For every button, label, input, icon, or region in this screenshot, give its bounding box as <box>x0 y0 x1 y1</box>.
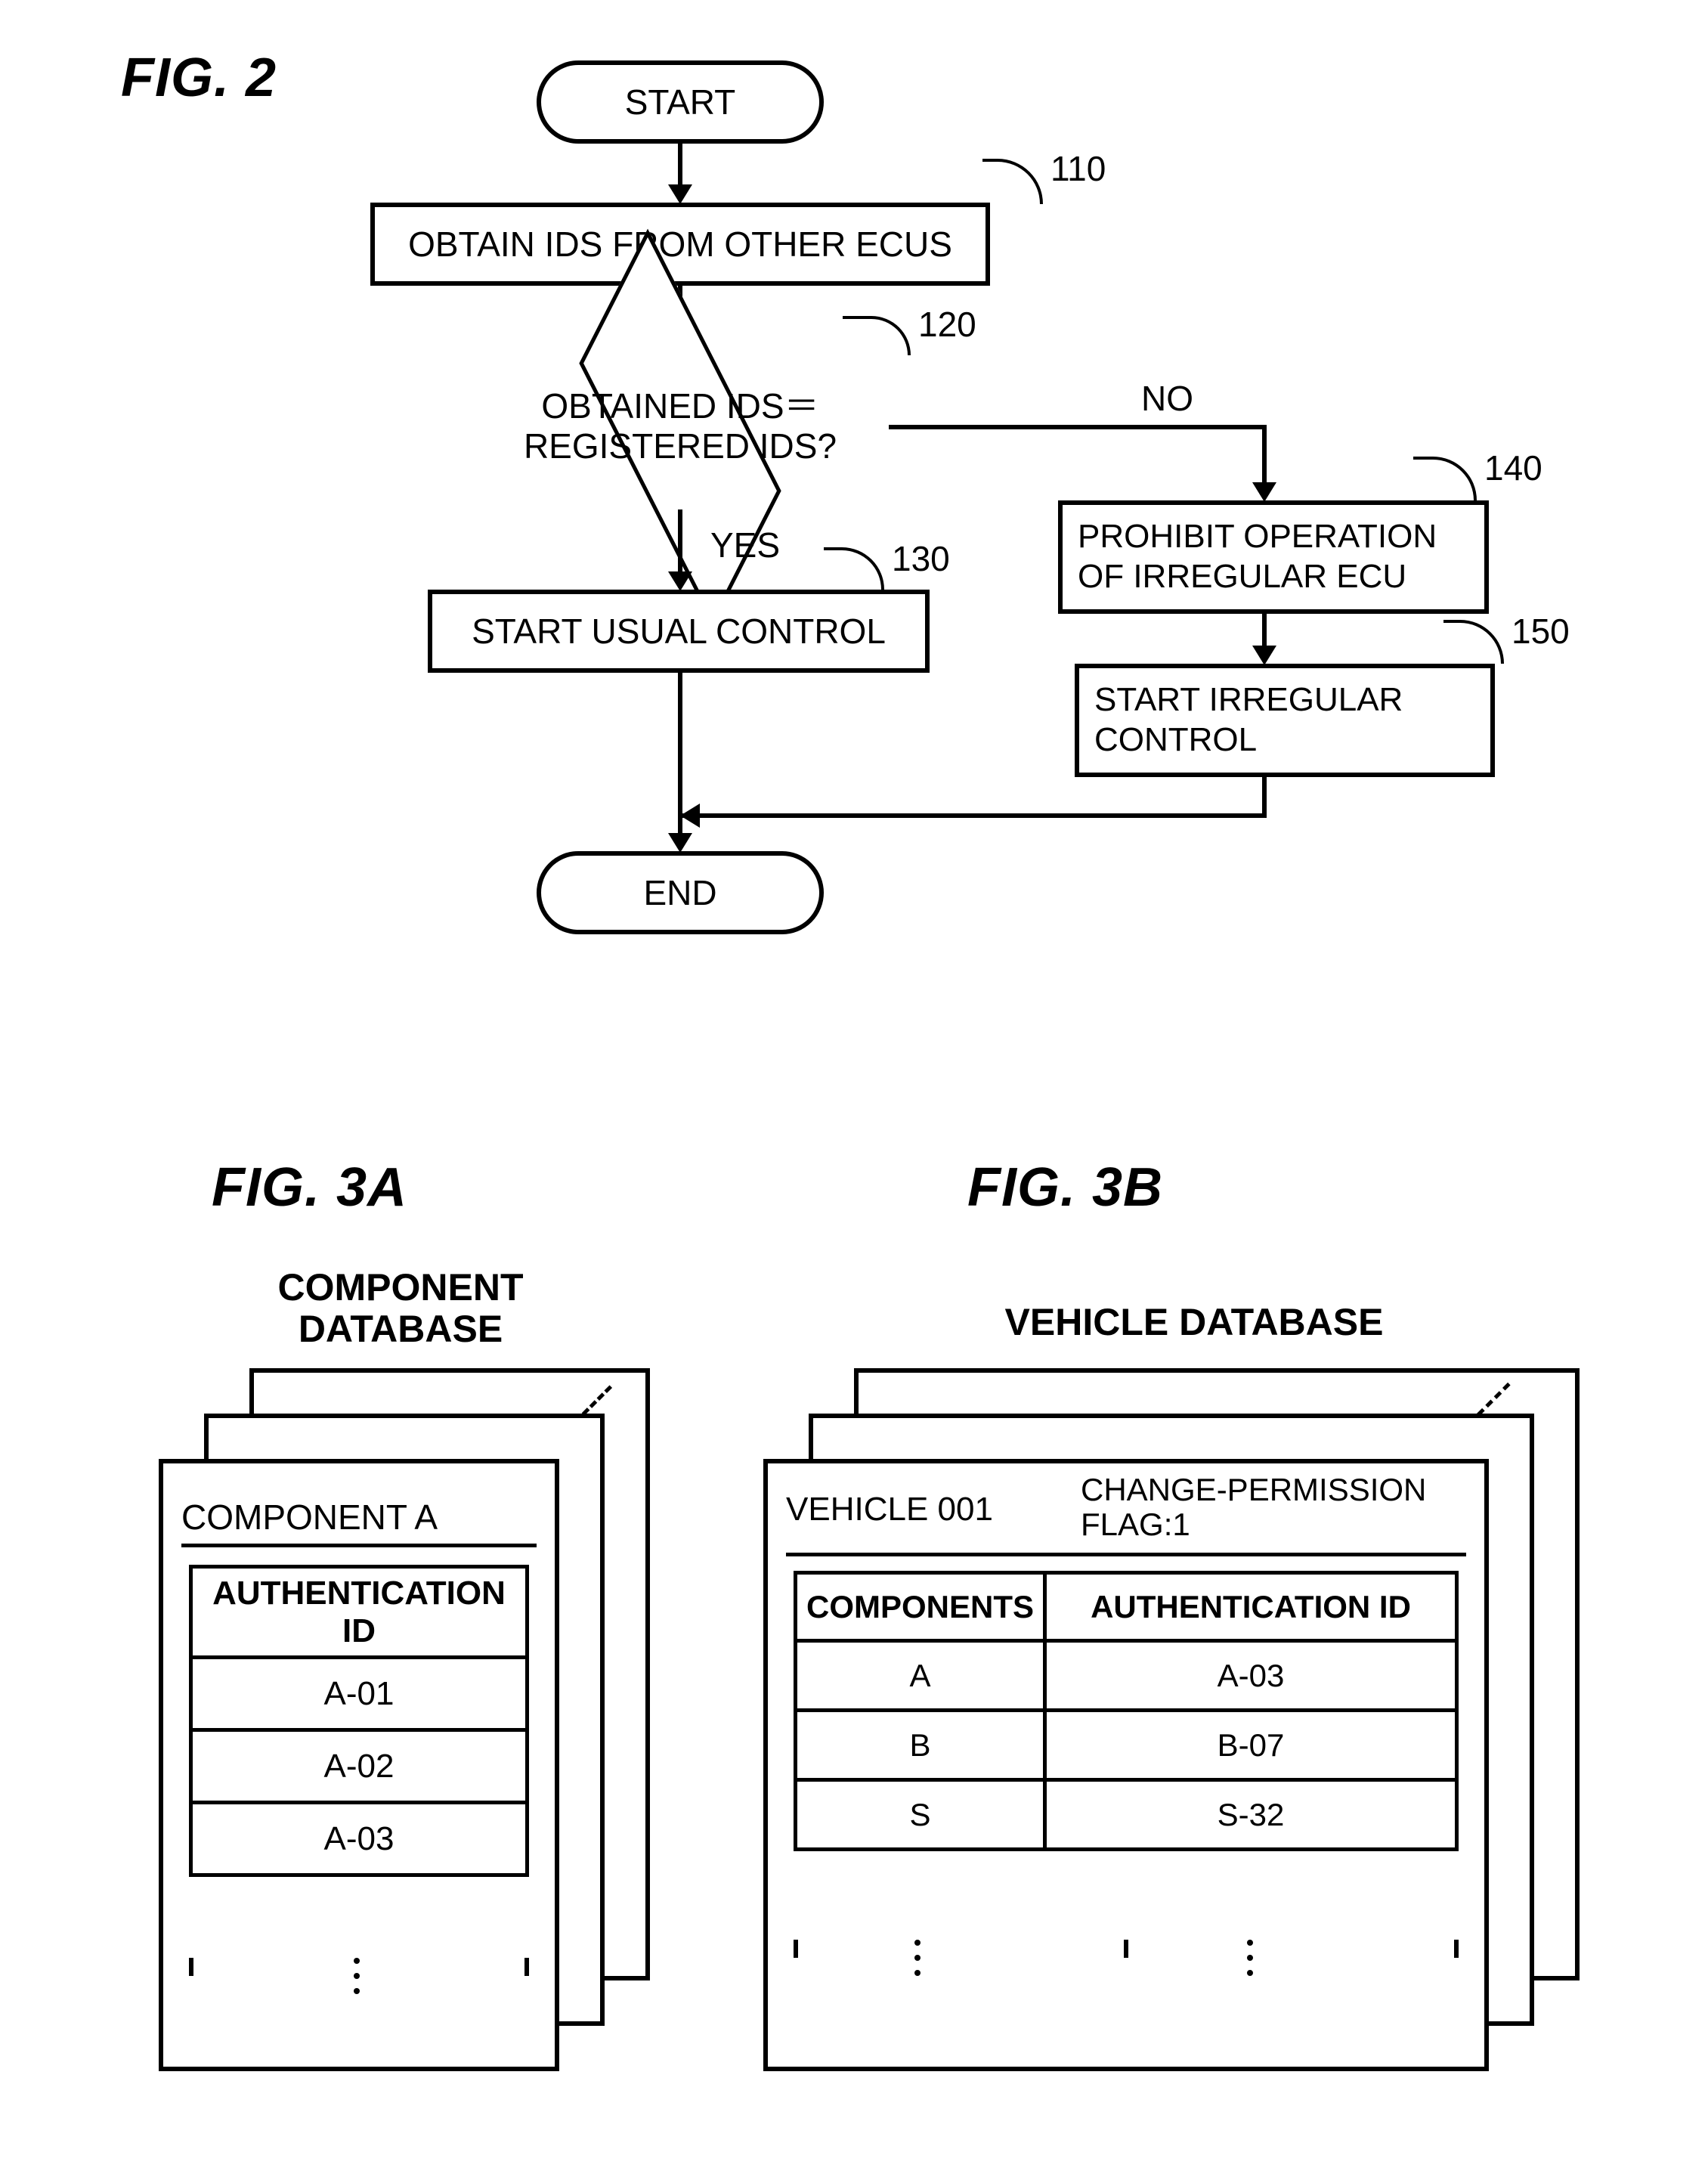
leader-110 <box>982 159 1043 204</box>
leader-130 <box>824 547 884 590</box>
leader-120 <box>843 316 911 355</box>
flow-step-150: START IRREGULAR CONTROL <box>1075 664 1495 777</box>
flow-line <box>682 813 1267 818</box>
fig3b-r0c0: A <box>796 1641 1045 1711</box>
yes-label: YES <box>710 525 780 565</box>
fig3b-r1c1: B-07 <box>1045 1711 1457 1780</box>
decision-120-text: OBTAINED IDS＝ REGISTERED IDS? <box>423 343 937 509</box>
page-root: FIG. 2 START OBTAIN IDS FROM OTHER ECUS … <box>0 0 1708 2174</box>
fig3b-col1: COMPONENTS <box>796 1573 1045 1641</box>
d120-line2: REGISTERED IDS? <box>524 426 837 466</box>
fig3a-row-0: A-01 <box>191 1658 528 1730</box>
fig2-title: FIG. 2 <box>121 47 277 109</box>
label-120: 120 <box>918 304 976 345</box>
flow-arrow <box>1252 646 1276 665</box>
rule-line <box>786 1553 1466 1556</box>
fig3b-flag-l2: FLAG:1 <box>1081 1507 1426 1542</box>
fig3a-title: FIG. 3A <box>212 1157 407 1219</box>
flow-line <box>678 144 682 189</box>
fig3b-vehicle: VEHICLE 001 <box>786 1491 993 1528</box>
flow-line <box>1262 425 1267 488</box>
fig3a-db-l2: DATABASE <box>299 1308 503 1350</box>
label-130: 130 <box>892 538 950 579</box>
step130-text: START USUAL CONTROL <box>472 611 886 652</box>
flow-step-130: START USUAL CONTROL <box>428 590 930 673</box>
flow-line <box>678 509 682 578</box>
step150-l1: START IRREGULAR <box>1094 680 1403 720</box>
label-140: 140 <box>1484 447 1542 488</box>
flow-step-140: PROHIBIT OPERATION OF IRREGULAR ECU <box>1058 500 1489 614</box>
fig3a-db-title: COMPONENT DATABASE <box>204 1267 597 1350</box>
fig3b-r2c1: S-32 <box>1045 1780 1457 1850</box>
fig3b-r2c0: S <box>796 1780 1045 1850</box>
fig3a-card-title: COMPONENT A <box>181 1497 537 1547</box>
fig3a-table: AUTHENTICATION ID A-01 A-02 A-03 <box>189 1565 529 1877</box>
fig3a-hdr-l1: AUTHENTICATION <box>193 1575 524 1612</box>
fig3b-stack: VEHICLE 001 CHANGE-PERMISSION FLAG:1 COM… <box>763 1368 1595 2049</box>
flow-step-110: OBTAIN IDS FROM OTHER ECUS <box>370 203 990 286</box>
label-150: 150 <box>1512 611 1570 652</box>
ticks-icon <box>794 1940 1459 1958</box>
fig3b-table: COMPONENTS AUTHENTICATION ID A A-03 B B-… <box>794 1571 1459 1851</box>
flow-line <box>889 425 1267 429</box>
label-110: 110 <box>1050 148 1106 189</box>
fig3b-col2: AUTHENTICATION ID <box>1045 1573 1457 1641</box>
fig3a-db-l1: COMPONENT <box>278 1266 524 1308</box>
fig3b-flag-l1: CHANGE-PERMISSION <box>1081 1473 1426 1507</box>
end-label: END <box>643 872 716 913</box>
ticks-icon <box>189 1958 529 1976</box>
step110-text: OBTAIN IDS FROM OTHER ECUS <box>408 224 952 265</box>
fig3b-title: FIG. 3B <box>967 1157 1163 1219</box>
flow-end: END <box>537 851 824 934</box>
step140-l2: OF IRREGULAR ECU <box>1078 557 1437 597</box>
step140-l1: PROHIBIT OPERATION <box>1078 517 1437 557</box>
flow-line <box>1262 777 1267 818</box>
leader-140 <box>1413 457 1477 500</box>
fig3a-hdr-l2: ID <box>193 1612 524 1650</box>
fig3b-flag: CHANGE-PERMISSION FLAG:1 <box>1081 1473 1426 1542</box>
fig3a-stack: COMPONENT A AUTHENTICATION ID A-01 A-02 … <box>159 1368 650 2049</box>
fig3b-db-title: VEHICLE DATABASE <box>907 1300 1481 1344</box>
no-label: NO <box>1141 378 1193 419</box>
flow-arrow <box>668 184 692 204</box>
flow-arrow <box>668 571 692 591</box>
fig3b-r0c1: A-03 <box>1045 1641 1457 1711</box>
step150-l2: CONTROL <box>1094 720 1403 760</box>
leader-150 <box>1443 620 1504 664</box>
flow-arrow <box>668 833 692 853</box>
start-label: START <box>625 82 736 122</box>
fig3a-row-2: A-03 <box>191 1803 528 1875</box>
flow-arrow <box>680 804 700 828</box>
fig3a-row-1: A-02 <box>191 1730 528 1803</box>
flow-arrow <box>1252 482 1276 502</box>
flow-start: START <box>537 60 824 144</box>
d120-line1: OBTAINED IDS＝ <box>524 386 837 426</box>
fig3b-r1c0: B <box>796 1711 1045 1780</box>
